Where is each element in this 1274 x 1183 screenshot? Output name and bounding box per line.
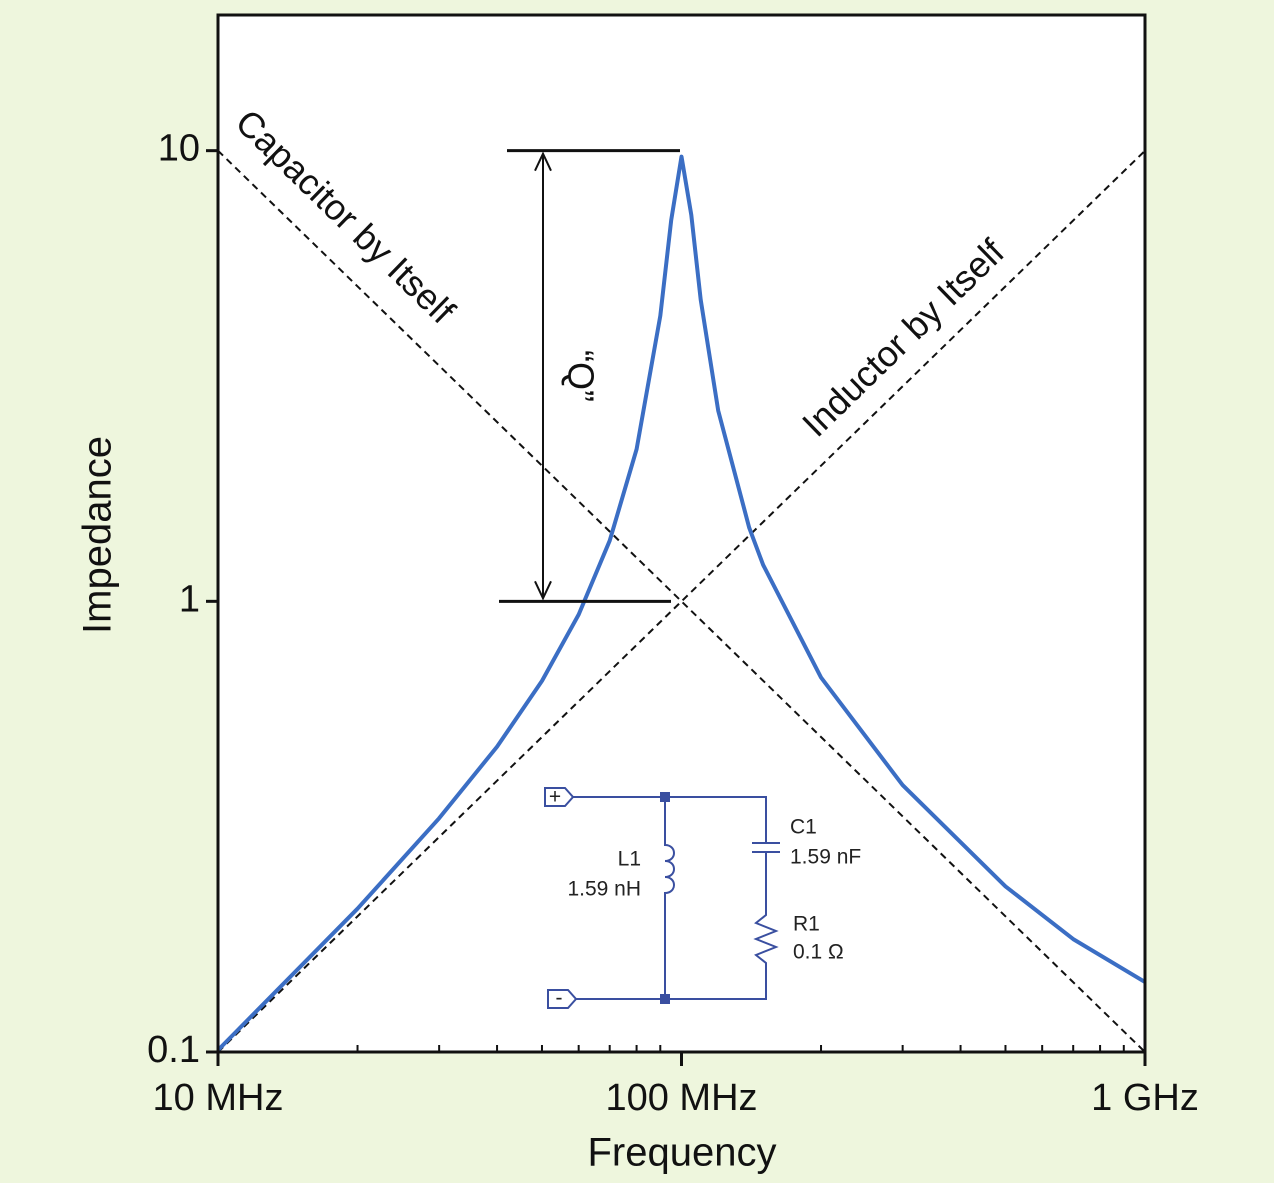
x-tick-label: 10 MHz [153, 1077, 284, 1119]
y-tick-label: 1 [179, 578, 200, 620]
inductor-symbol [664, 797, 675, 999]
marks [216, 149, 1147, 1053]
x-axis-title: Frequency [588, 1131, 777, 1175]
node [660, 994, 670, 1004]
r1-label: R1 [793, 913, 820, 936]
node [660, 792, 670, 802]
terminal-plus [544, 787, 575, 807]
terminal-minus [547, 989, 578, 1009]
x-tick-label: 100 MHz [605, 1077, 757, 1119]
y-tick-label: 0.1 [147, 1029, 200, 1071]
q-arrowhead [534, 151, 552, 172]
l1-label: L1 [618, 848, 641, 871]
r1-value: 0.1 Ω [793, 941, 844, 964]
q-arrowhead [534, 580, 552, 601]
y-axis-title: Impedance [76, 436, 120, 634]
circuit [544, 787, 780, 1009]
q-label: “Q” [560, 350, 601, 402]
series-line [216, 154, 1147, 1052]
c1-value: 1.59 nF [790, 846, 861, 869]
plot-area [218, 15, 1145, 1052]
wires-right [573, 796, 780, 1000]
plus-label: + [549, 786, 561, 809]
minus-label: - [556, 987, 563, 1010]
x-tick-label: 1 GHz [1091, 1077, 1199, 1119]
y-tick-label: 10 [158, 128, 200, 170]
l1-value: 1.59 nH [567, 878, 641, 901]
c1-label: C1 [790, 816, 817, 839]
